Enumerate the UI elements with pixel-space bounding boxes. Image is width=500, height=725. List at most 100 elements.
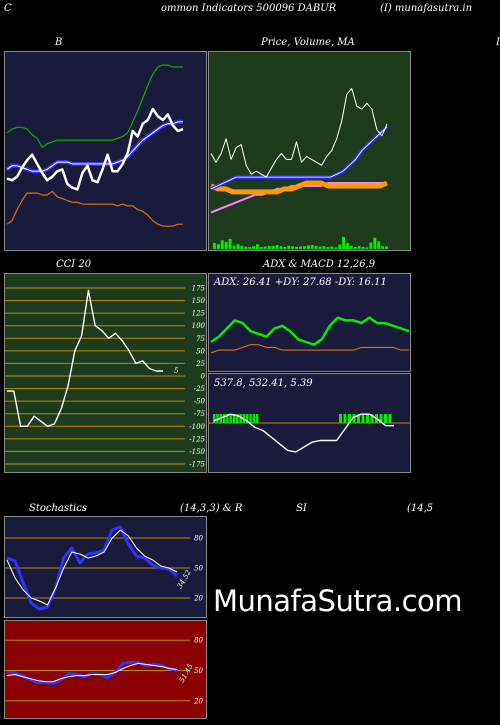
macd-panel: 537.8, 532.41, 5.39 <box>208 373 411 473</box>
cci-tick-label: -75 <box>194 410 206 418</box>
volume-bar <box>271 245 275 249</box>
rsi-tick-label: 50 <box>194 667 203 675</box>
stoch-tick-label: 50 <box>194 565 203 573</box>
macd-chart <box>209 413 410 453</box>
volume-bar <box>291 246 295 249</box>
hist-text: 5.39 <box>290 378 313 389</box>
volume-bar <box>346 243 349 249</box>
macd-hist-bar <box>255 414 259 423</box>
cci-tick-label: 50 <box>196 347 205 355</box>
volume-bar <box>213 243 216 249</box>
cci-tick-label: -25 <box>194 385 206 393</box>
volume-bar <box>338 244 342 249</box>
cci-tick-label: 100 <box>192 322 206 330</box>
adx-text: ADX: 26.41 <box>214 277 272 288</box>
stoch-label: Stochastics <box>29 503 87 514</box>
adx-line <box>210 316 410 346</box>
rsi-params-label: (14,5 <box>407 503 434 514</box>
volume-bar <box>240 245 244 249</box>
price-line <box>210 88 388 178</box>
volume-bar <box>295 247 298 249</box>
bollinger-chart <box>5 64 184 227</box>
macd-hist-bar <box>339 414 342 423</box>
macd-hist-bar <box>239 414 242 423</box>
volume-bar <box>283 247 287 249</box>
price-chart <box>210 88 389 249</box>
header-letter: C <box>4 3 12 14</box>
volume-bar <box>310 245 314 249</box>
macd-hist-bar <box>343 414 347 423</box>
bb-middle-core <box>6 121 183 172</box>
macd-text: 537.8 <box>214 378 243 389</box>
stoch-params-label: (14,3,3) & R <box>180 503 243 514</box>
volume-bar <box>361 247 365 249</box>
cci-last-label: 5 <box>174 367 179 375</box>
source-text: (I) munafasutra.in <box>380 3 473 14</box>
volume-bar <box>381 246 385 249</box>
volume-bar <box>252 246 255 249</box>
price-ma-label: Price, Volume, MA <box>261 37 355 48</box>
volume-bar <box>314 245 318 249</box>
bb-upper-band <box>6 64 183 149</box>
cci-tick-label: 75 <box>196 335 205 343</box>
volume-bar <box>342 237 345 249</box>
macd-values: 537.8, 532.41, 5.39 <box>214 378 313 389</box>
volume-bar <box>287 245 291 249</box>
volume-bar <box>267 245 271 249</box>
cci-line <box>7 289 163 428</box>
cci-tick-label: -100 <box>189 423 205 431</box>
adx-panel: ADX: 26.41 +DY: 27.68 -DY: 16.11 <box>208 273 411 372</box>
si-label: SI <box>296 503 307 514</box>
volume-bar <box>349 245 353 249</box>
adx-chart <box>210 316 410 354</box>
cci-label: CCI 20 <box>56 259 92 270</box>
macd-hist-bar <box>232 414 236 423</box>
cci-chart: 175 150 125 100 75 50 25 0 -25 -50 -75 -100 -125 -150… <box>5 285 206 469</box>
macd-hist-bar <box>357 414 360 423</box>
macd-hist-bar <box>252 414 255 423</box>
bb-price-line <box>6 107 184 191</box>
cci-panel: 175 150 125 100 75 50 25 0 -25 -50 -75 -100 -125 -150… <box>4 273 207 473</box>
cci-tick-label: -150 <box>189 448 205 456</box>
adx-values: ADX: 26.41 +DY: 27.68 -DY: 16.11 <box>214 277 387 288</box>
macd-hist-bar <box>388 414 392 423</box>
volume-bar <box>326 247 330 249</box>
macd-hist-bar <box>361 414 365 423</box>
bollinger-panel <box>4 51 207 251</box>
macd-hist-bar <box>236 414 239 423</box>
macd-hist-bar <box>249 414 252 423</box>
stoch-last-label: 34.52 <box>176 568 193 590</box>
rsi-tick-label: 80 <box>194 637 203 645</box>
signal-text: 532.41 <box>249 378 284 389</box>
macd-hist-bar <box>384 414 387 423</box>
macd-hist-bar <box>379 414 383 423</box>
macd-hist-bar <box>222 414 226 423</box>
volume-bar <box>353 247 357 249</box>
macd-line <box>213 413 394 453</box>
volume-bar <box>357 246 361 249</box>
stoch-k-line <box>6 525 178 611</box>
volume-bar <box>334 247 338 249</box>
stoch-d-line <box>6 529 178 606</box>
adx-minus-di-line <box>210 344 409 354</box>
cci-tick-label: -175 <box>189 461 205 469</box>
bb-lower-band <box>6 190 183 227</box>
cci-tick-label: 25 <box>195 360 205 368</box>
macd-hist-bar <box>229 414 232 423</box>
stoch-tick-label: 80 <box>194 535 203 543</box>
pdy-text: +DY: 27.68 <box>274 277 332 288</box>
cci-tick-label: 125 <box>192 310 206 318</box>
volume-bar <box>369 242 373 249</box>
volume-bar <box>256 244 259 249</box>
volume-bar <box>275 245 279 249</box>
ma-short-core <box>210 126 388 190</box>
cci-tick-label: 150 <box>192 297 206 305</box>
volume-bar <box>224 241 228 249</box>
volume-bar <box>216 244 220 249</box>
macd-hist-bar <box>370 414 374 423</box>
volume-bar <box>259 247 263 249</box>
bb-label: B <box>55 37 63 48</box>
rsi-chart: 80 50 20 51.45 <box>5 637 204 705</box>
macd-hist-bar <box>348 414 351 423</box>
volume-bar <box>377 241 381 249</box>
